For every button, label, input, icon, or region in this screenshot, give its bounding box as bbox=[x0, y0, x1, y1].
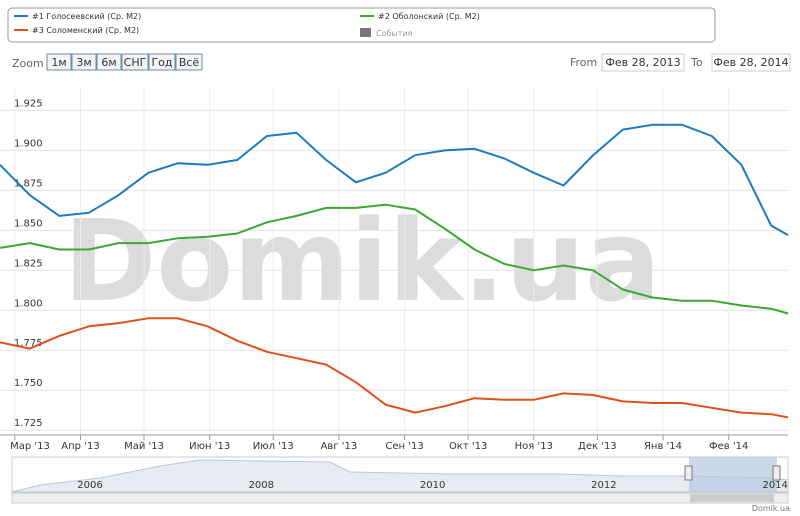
events-label: События bbox=[376, 29, 413, 38]
zoom-button-label[interactable]: Год bbox=[151, 56, 172, 69]
events-swatch bbox=[360, 28, 371, 37]
footer: Domik.ua bbox=[752, 504, 790, 513]
legend-label: #1 Голосеевский (Ср. М2) bbox=[32, 12, 141, 21]
legend-label: #2 Оболонский (Ср. М2) bbox=[378, 12, 480, 21]
x-tick-label: Окт '13 bbox=[449, 441, 487, 452]
zoom-button[interactable] bbox=[46, 53, 72, 71]
zoom-button[interactable] bbox=[175, 53, 203, 71]
navigator-label: 2006 bbox=[77, 480, 102, 491]
y-tick-label: 1.750 bbox=[14, 378, 43, 389]
y-tick-label: 1.875 bbox=[14, 178, 43, 189]
zoom-button[interactable] bbox=[121, 53, 149, 71]
y-tick-label: 1.775 bbox=[14, 338, 43, 349]
zoom-button[interactable] bbox=[148, 53, 176, 71]
x-tick-label: Мар '13 bbox=[10, 441, 50, 452]
watermark: Domik.ua bbox=[63, 197, 660, 327]
zoom-button-label[interactable]: Всё bbox=[179, 56, 200, 69]
navigator-handle[interactable] bbox=[772, 465, 781, 481]
scrollbar bbox=[11, 492, 789, 504]
plot: Domik.ua 1.725 1.750 1.775 1.800 1.825 1.850 1.… bbox=[0, 88, 789, 452]
y-tick-label: 1.925 bbox=[14, 98, 43, 109]
x-tick-label: Апр '13 bbox=[61, 441, 99, 452]
navigator-selection[interactable] bbox=[689, 457, 777, 492]
x-tick-label: Фев '14 bbox=[709, 441, 748, 452]
to-input[interactable] bbox=[711, 53, 791, 72]
x-tick-label: Янв '14 bbox=[644, 441, 682, 452]
navigator-area bbox=[11, 459, 789, 493]
y-tick-label: 1.825 bbox=[14, 258, 43, 269]
zoom-button-label[interactable]: СНГ bbox=[124, 56, 147, 69]
x-tick-label: Июн '13 bbox=[189, 441, 230, 452]
legend-box bbox=[7, 7, 716, 43]
y-tick-label: 1.850 bbox=[14, 218, 43, 229]
series-line bbox=[0, 123, 789, 236]
navigator-labels: 2006 2008 2010 2012 2014 bbox=[77, 480, 788, 491]
to-value[interactable]: Фев 28, 2014 bbox=[713, 56, 788, 69]
zoom-buttons: 1м 3м 6м СНГ Год Всё bbox=[46, 53, 203, 71]
x-tick-label: Сен '13 bbox=[385, 441, 423, 452]
zoom-button[interactable] bbox=[71, 53, 97, 71]
zoom-button[interactable] bbox=[96, 53, 122, 71]
x-tick-label: Май '13 bbox=[124, 441, 164, 452]
from-value[interactable]: Фев 28, 2013 bbox=[605, 56, 680, 69]
zoom-label: Zoom bbox=[12, 57, 44, 70]
legend: #1 Голосеевский (Ср. М2) #2 Оболонский (С… bbox=[14, 12, 480, 35]
x-tick-label: Июл '13 bbox=[253, 441, 294, 452]
navigator-label: 2010 bbox=[420, 480, 445, 491]
series-line bbox=[0, 203, 789, 315]
legend-label: #3 Соломенский (Ср. М2) bbox=[32, 26, 139, 35]
zoom-button-label[interactable]: 1м bbox=[51, 56, 66, 69]
navigator-label: 2014 bbox=[762, 480, 787, 491]
y-tick-label: 1.900 bbox=[14, 138, 43, 149]
navigator-label: 2008 bbox=[249, 480, 274, 491]
zoom-button-label[interactable]: 3м bbox=[76, 56, 91, 69]
x-tick-label: Ноя '13 bbox=[515, 441, 553, 452]
x-tick-label: Дек '13 bbox=[578, 441, 617, 452]
y-tick-label: 1.800 bbox=[14, 298, 43, 309]
to-label: To bbox=[690, 56, 703, 69]
from-label: From bbox=[570, 56, 597, 69]
scrollbar-thumb[interactable] bbox=[690, 494, 774, 502]
zoom-button-label[interactable]: 6м bbox=[101, 56, 116, 69]
from-input[interactable] bbox=[601, 53, 685, 72]
series-line bbox=[0, 317, 789, 419]
navigator-handle[interactable] bbox=[684, 465, 693, 481]
x-tick-label: Авг '13 bbox=[321, 441, 358, 452]
y-tick-label: 1.725 bbox=[14, 418, 43, 429]
navigator-label: 2012 bbox=[591, 480, 616, 491]
